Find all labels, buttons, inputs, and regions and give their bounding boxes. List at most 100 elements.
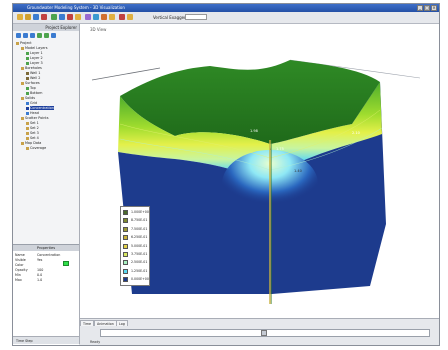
maximize-button[interactable]: □ [424, 5, 430, 11]
rotate-icon[interactable] [59, 14, 65, 20]
run-icon[interactable] [127, 14, 133, 20]
tree-item[interactable]: Layer 3 [26, 61, 43, 65]
legend-label: 5.000E-01 [131, 243, 148, 248]
tree-item[interactable]: Set 3 [26, 131, 39, 135]
tree-tool-icon[interactable] [16, 33, 21, 38]
legend-swatch [123, 218, 128, 224]
pan-icon[interactable] [75, 14, 81, 20]
color-swatch[interactable] [63, 261, 69, 266]
tree-item[interactable]: Top [26, 86, 36, 90]
property-label: Opacity [15, 268, 28, 272]
tab-log[interactable]: Log [116, 320, 128, 326]
bounding-box-line [91, 67, 161, 81]
tree-node-icon [21, 66, 24, 70]
model-annotation: 2.10 [352, 131, 360, 135]
exaggeration-input[interactable] [185, 14, 207, 20]
tree-item[interactable]: Map Data [21, 141, 41, 145]
light-icon[interactable] [101, 14, 107, 20]
tree-item[interactable]: Surfaces [21, 81, 40, 85]
save-icon[interactable] [33, 14, 39, 20]
tab-animation[interactable]: Animation [94, 320, 117, 326]
property-value[interactable]: 1.0 [37, 278, 43, 282]
tree-item[interactable]: Layer 1 [26, 51, 43, 55]
tree-item-label: Map Data [25, 141, 42, 145]
legend-label: 1.000E+00 [131, 210, 149, 214]
tree-tool-icon[interactable] [44, 33, 49, 38]
legend-swatch [123, 243, 128, 249]
tree-item[interactable]: Scatter Points [21, 116, 49, 120]
tree-tool-icon[interactable] [37, 33, 42, 38]
color-legend: 1.000E+00 8.750E-01 7.500E-01 6.250E-01 5.00… [120, 206, 150, 286]
select-icon[interactable] [51, 14, 57, 20]
minimize-button[interactable]: _ [417, 5, 423, 11]
tree-item-label: Top [30, 86, 36, 90]
tree-item[interactable]: Well 2 [26, 76, 40, 80]
legend-label: 2.500E-01 [131, 260, 148, 265]
legend-label: 6.250E-01 [131, 235, 148, 240]
tree-item[interactable]: Head [26, 111, 39, 115]
display-options-icon[interactable] [85, 14, 91, 20]
property-value[interactable]: Yes [37, 258, 43, 262]
tree-item[interactable]: Concentration [26, 106, 54, 110]
time-slider[interactable] [100, 329, 430, 337]
legend-swatch [123, 252, 128, 257]
tree-item[interactable]: Layer 2 [26, 56, 43, 60]
tree-item[interactable]: Set 1 [26, 121, 39, 125]
property-label: Max [15, 278, 22, 282]
tree-node-icon [21, 46, 24, 50]
legend-label: 3.750E-01 [131, 252, 148, 256]
tree-item[interactable]: Boreholes [21, 66, 42, 70]
tree-node-icon [26, 101, 29, 105]
project-explorer: Project Explorer Project Model Layers Laye… [13, 24, 80, 345]
tree-item-label: Well 1 [30, 71, 41, 75]
tree-node-icon [26, 91, 29, 95]
tree-item-label: Well 2 [30, 76, 41, 80]
tree-item[interactable]: Well 1 [26, 71, 40, 75]
stop-icon[interactable] [119, 14, 125, 20]
property-value[interactable]: 0.0 [37, 273, 43, 277]
tree-node-icon [26, 126, 29, 130]
tree-node-icon [21, 141, 24, 145]
tree-tool-icon[interactable] [23, 33, 28, 38]
delete-icon[interactable] [41, 14, 47, 20]
tree-node-icon [26, 121, 29, 125]
tree-item-label: Set 4 [30, 136, 39, 140]
new-icon[interactable] [17, 14, 23, 20]
time-slider-thumb[interactable] [261, 330, 267, 336]
tree-node-icon [26, 61, 29, 65]
close-button[interactable]: × [431, 5, 437, 11]
property-label: Visible [15, 258, 26, 262]
tree-node-icon [26, 76, 29, 80]
property-value[interactable]: Concentration [37, 253, 61, 257]
tree-item[interactable]: Bottom [26, 91, 42, 95]
tree-item[interactable]: Coverage [26, 146, 46, 150]
contour-icon[interactable] [109, 14, 115, 20]
bottom-panel: Time Animation Log Ready [80, 318, 439, 345]
property-value[interactable]: 100 [37, 268, 44, 272]
tree-node-icon [26, 146, 29, 150]
explorer-title: Project Explorer [45, 25, 77, 30]
tree-item[interactable]: Set 2 [26, 126, 39, 130]
tree-item[interactable]: Set 4 [26, 136, 39, 140]
tree-item[interactable]: Project [16, 41, 32, 45]
tree-item[interactable]: Model Layers [21, 46, 47, 50]
explorer-header: Project Explorer [13, 24, 79, 31]
model-right-layers[interactable] [270, 82, 382, 174]
app-window: Groundwater Modeling System - 3D Visuali… [12, 3, 440, 346]
tree-item-label: Scatter Points [25, 116, 49, 120]
tree-item[interactable]: Solids [21, 96, 35, 100]
3d-model-render[interactable]: 1.98 2.10 1.75 1.40 [80, 24, 439, 318]
model-top-surface[interactable] [120, 60, 380, 144]
tab-time[interactable]: Time [80, 320, 95, 326]
view-label: 3D View [90, 27, 107, 32]
zoom-icon[interactable] [67, 14, 73, 20]
legend-label: 1.250E-01 [131, 268, 148, 273]
tree-item[interactable]: Grid [26, 101, 37, 105]
model-annotation: 1.98 [250, 129, 258, 133]
frame-icon[interactable] [93, 14, 99, 20]
tree-tool-icon[interactable] [51, 33, 56, 38]
graphics-window[interactable]: 3D View [80, 24, 439, 318]
properties-panel: Properties Name Concentration Visible Yes Co… [13, 244, 79, 345]
tree-tool-icon[interactable] [30, 33, 35, 38]
open-icon[interactable] [25, 14, 31, 20]
